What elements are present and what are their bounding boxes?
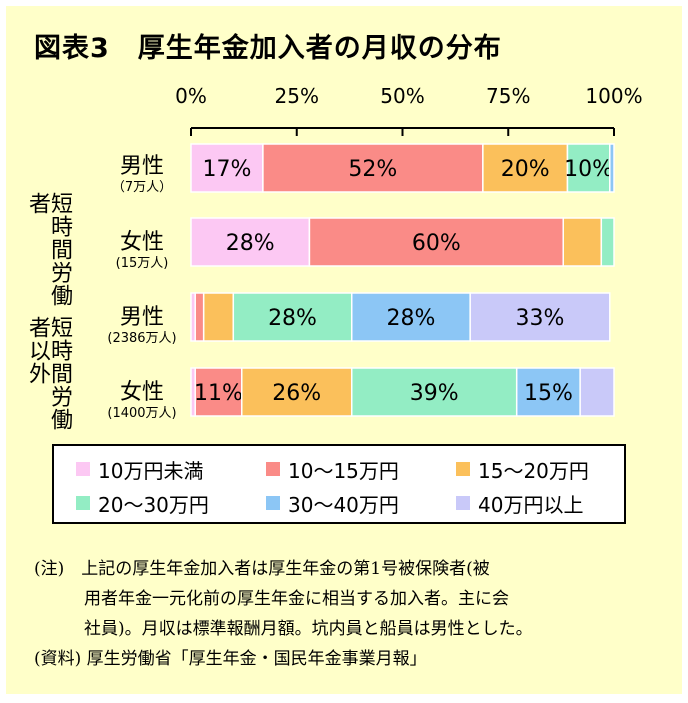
bar-data-label: 39% [410, 381, 459, 406]
bar-chart: 0% 25% 50% 75% 100% 17% 52% 20% 10% 28% 60% 28% 28% 3… [175, 84, 643, 417]
bar-segment [600, 217, 615, 267]
legend-label: 15～20万円 [478, 458, 589, 483]
note-line: (資料) 厚生労働省「厚生年金・国民年金事業月報」 [34, 649, 427, 669]
bar-segment [350, 367, 518, 417]
x-tick-label: 100% [585, 84, 642, 108]
legend-item: 10万円未満 [76, 454, 203, 484]
bar-data-label: 33% [516, 306, 565, 331]
legend-swatch [456, 496, 470, 510]
bar-segment [562, 217, 603, 267]
bar-data-label: 20% [501, 157, 550, 182]
x-tick-label: 75% [486, 84, 530, 108]
bar-segment [469, 292, 611, 342]
x-tick-label: 50% [380, 84, 424, 108]
row-label-1: 女性 (15万人) [92, 230, 192, 272]
row-count: (15万人) [115, 256, 169, 271]
group-label-part-time-text: 短時間労働者 [25, 192, 72, 307]
row-count: (2386万人) [107, 331, 177, 346]
legend-item: 20～30万円 [76, 488, 209, 518]
row-label-2: 男性 (2386万人) [92, 305, 192, 347]
legend-item: 40万円以上 [456, 488, 583, 518]
bar-segment [609, 143, 615, 193]
legend-label: 20～30万円 [98, 492, 209, 517]
bar-segment [232, 292, 353, 342]
bar-segment [190, 143, 264, 193]
bar-data-label: 26% [272, 381, 321, 406]
legend-label: 10～15万円 [288, 458, 399, 483]
bar-data-label: 28% [387, 306, 436, 331]
legend-swatch [266, 496, 280, 510]
row-gender: 男性 [119, 305, 164, 330]
bar-segment [190, 217, 311, 267]
row-gender: 女性 [119, 230, 164, 255]
group-label-non-part-time: 短時間労働者以外 [25, 316, 72, 436]
row-label-3: 女性 (1400万人) [92, 380, 192, 422]
bar-segment [308, 217, 564, 267]
legend-item: 15～20万円 [456, 454, 589, 484]
legend-label: 30～40万円 [288, 492, 399, 517]
bar-segment [482, 143, 569, 193]
row-count: (1400万人) [107, 406, 177, 421]
legend-item: 10～15万円 [266, 454, 399, 484]
note-line: 社員)。月収は標準報酬月額。坑内員と船員は男性とした。 [84, 619, 533, 639]
bar-data-label: 10% [564, 157, 613, 182]
group-label-part-time: 短時間労働者 [25, 192, 72, 312]
note-line: (注) 上記の厚生年金加入者は厚生年金の第1号被保険者(被 [34, 559, 490, 579]
chart-notes: (注) 上記の厚生年金加入者は厚生年金の第1号被保険者(被 用者年金一元化前の厚… [34, 554, 674, 674]
legend-swatch [266, 462, 280, 476]
bar-data-label: 15% [524, 381, 573, 406]
legend-label: 40万円以上 [478, 492, 584, 517]
chart-title: 図表3 厚生年金加入者の月収の分布 [34, 33, 502, 64]
legend-swatch [456, 462, 470, 476]
note-line: 用者年金一元化前の厚生年金に相当する加入者。主に会 [84, 589, 509, 609]
bar-data-label: 11% [194, 381, 243, 406]
group-label-non-part-time-text: 短時間労働者以外 [25, 316, 72, 431]
legend-label: 10万円未満 [98, 458, 204, 483]
row-gender: 男性 [119, 154, 164, 179]
bar-segment [202, 292, 235, 342]
legend-item: 30～40万円 [266, 488, 399, 518]
bar-data-label: 28% [268, 306, 317, 331]
legend-swatch [76, 462, 90, 476]
row-gender: 女性 [119, 380, 164, 405]
legend-swatch [76, 496, 90, 510]
bar-data-label: 52% [348, 157, 397, 182]
row-label-0: 男性 （7万人） [92, 154, 192, 196]
bar-data-label: 60% [412, 231, 461, 256]
bar-segment [579, 367, 615, 417]
x-tick-label: 25% [275, 84, 319, 108]
bar-data-label: 17% [203, 157, 252, 182]
x-tick-label: 0% [175, 84, 207, 108]
bar-segment [194, 292, 205, 342]
figure-panel: 図表3 厚生年金加入者の月収の分布 0% 25% 50% 75% 100% 17% 52% 2… [6, 6, 682, 694]
row-count: （7万人） [111, 180, 173, 195]
chart-legend: 10万円未満 10～15万円 15～20万円 20～30万円 30～40万円 4… [52, 444, 626, 524]
bar-data-label: 28% [226, 231, 275, 256]
